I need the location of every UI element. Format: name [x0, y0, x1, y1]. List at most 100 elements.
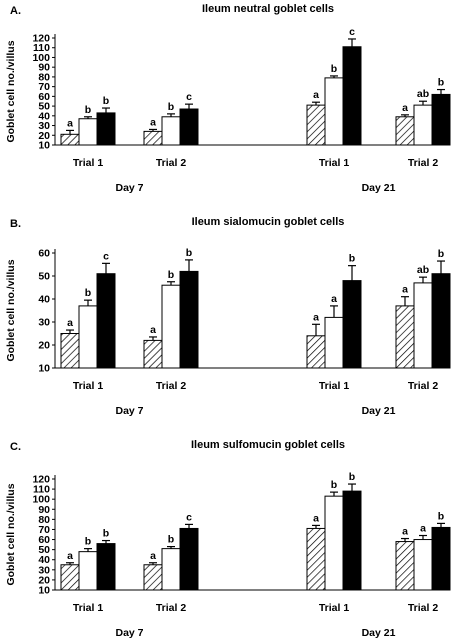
significance-label: a — [331, 293, 337, 305]
panel-label: B. — [10, 218, 21, 230]
significance-label: b — [103, 528, 109, 540]
significance-label: c — [186, 91, 192, 103]
significance-label: a — [150, 324, 156, 336]
significance-label: b — [168, 269, 174, 281]
bar-white — [78, 118, 98, 146]
panel-label: C. — [10, 441, 21, 453]
bar-white — [413, 539, 433, 591]
significance-label: a — [402, 284, 408, 296]
y-tick-label: 30 — [38, 564, 50, 576]
chart-panel-3: C. Ileum sulfomucin goblet cells 102030405… — [5, 439, 451, 639]
bar-black — [431, 93, 451, 146]
panel-label: A. — [10, 5, 21, 17]
bar-white — [161, 284, 181, 369]
category-label: Trial 2 — [156, 380, 187, 392]
bar-hatched — [306, 104, 326, 146]
category-label: Trial 1 — [73, 380, 104, 392]
y-axis-label: Goblet cell no./villus — [5, 483, 17, 585]
significance-label: a — [67, 317, 73, 329]
chart-title: Ileum sulfomucin goblet cells — [191, 439, 345, 451]
y-tick-label: 50 — [38, 101, 50, 113]
bar-hatched — [143, 130, 163, 146]
significance-label: c — [186, 511, 192, 523]
significance-label: a — [402, 526, 408, 538]
group-label: Day 21 — [362, 182, 396, 194]
significance-label: a — [150, 116, 156, 128]
bar-black — [96, 112, 116, 146]
bar-hatched — [306, 335, 326, 369]
bar-white — [78, 551, 98, 591]
y-tick-label: 90 — [38, 504, 50, 516]
bar-black — [342, 490, 362, 591]
y-tick-label: 80 — [38, 71, 50, 83]
bar-white — [78, 305, 98, 369]
chart-panel-2: B. Ileum sialomucin goblet cells 10 20 30 40 5… — [5, 216, 451, 417]
significance-label: a — [67, 550, 73, 562]
category-label: Trial 2 — [156, 602, 187, 614]
bar-black — [431, 273, 451, 369]
y-tick-label: 10 — [38, 585, 50, 597]
category-label: Trial 2 — [408, 380, 439, 392]
significance-label: a — [313, 311, 319, 323]
y-tick-label: 70 — [38, 81, 50, 93]
bar-white — [413, 104, 433, 146]
bar-black — [431, 526, 451, 591]
bar-black — [179, 270, 199, 369]
y-tick-label: 50 — [38, 271, 50, 283]
y-tick-label: 20 — [38, 130, 50, 142]
bar-hatched — [143, 339, 163, 369]
significance-label: b — [438, 510, 444, 522]
significance-label: b — [349, 471, 355, 483]
category-label: Trial 2 — [408, 602, 439, 614]
bar-hatched — [395, 116, 415, 146]
chart-panel-1: A. Ileum neutral goblet cells 102030405060… — [5, 3, 451, 194]
y-tick-label: 60 — [38, 534, 50, 546]
significance-label: b — [85, 104, 91, 116]
significance-label: b — [438, 248, 444, 260]
significance-label: b — [85, 287, 91, 299]
bar-white — [161, 548, 181, 591]
bar-hatched — [143, 564, 163, 591]
significance-label: c — [349, 26, 355, 38]
y-tick-label: 110 — [33, 484, 50, 496]
y-tick-label: 60 — [38, 91, 50, 103]
category-label: Trial 1 — [319, 602, 350, 614]
significance-label: b — [168, 101, 174, 113]
bar-white — [161, 116, 181, 146]
significance-label: b — [331, 479, 337, 491]
significance-label: a — [313, 512, 319, 524]
y-tick-label: 120 — [32, 33, 50, 45]
y-tick-label: 20 — [38, 574, 50, 586]
chart-title: Ileum sialomucin goblet cells — [192, 216, 345, 228]
y-tick-label: 80 — [38, 514, 50, 526]
category-label: Trial 1 — [319, 157, 350, 169]
y-tick-label: 20 — [38, 340, 50, 352]
bar-black — [179, 527, 199, 591]
bar-black — [96, 273, 116, 369]
bar-white — [324, 316, 344, 369]
y-tick-label: 120 — [32, 474, 50, 486]
bar-hatched — [60, 133, 80, 146]
significance-label: b — [168, 534, 174, 546]
y-tick-label: 40 — [38, 110, 50, 122]
bar-hatched — [60, 333, 80, 369]
significance-label: a — [67, 117, 73, 129]
bar-white — [413, 282, 433, 369]
y-tick-label: 70 — [38, 524, 50, 536]
category-label: Trial 2 — [408, 157, 439, 169]
significance-label: a — [402, 102, 408, 114]
significance-label: ab — [417, 88, 429, 100]
significance-label: b — [331, 63, 337, 75]
significance-label: a — [420, 523, 426, 535]
y-tick-label: 50 — [38, 544, 50, 556]
group-label: Day 7 — [115, 405, 143, 417]
y-axis-label: Goblet cell no./villus — [5, 40, 17, 142]
y-tick-label: 100 — [32, 52, 50, 64]
y-tick-label: 100 — [32, 494, 50, 506]
y-tick-label: 110 — [33, 42, 50, 54]
category-label: Trial 2 — [156, 157, 187, 169]
bar-black — [342, 280, 362, 369]
significance-label: b — [103, 95, 109, 107]
significance-label: c — [103, 250, 109, 262]
